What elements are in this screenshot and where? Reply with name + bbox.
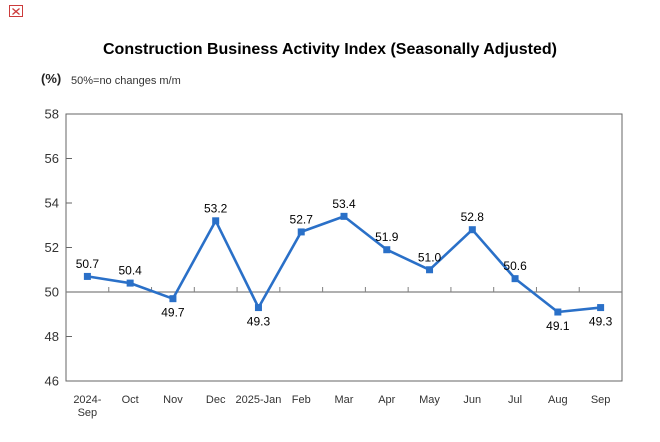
y-axis-unit-label: (%): [41, 71, 62, 86]
data-point-marker: [511, 275, 519, 283]
x-axis-tick-label: Jun: [463, 394, 481, 406]
data-point-marker: [554, 308, 562, 316]
data-point-marker: [340, 212, 348, 220]
data-point-label: 51.0: [418, 250, 442, 264]
data-point-label: 50.4: [118, 264, 142, 278]
x-axis-tick-label: Sep: [591, 394, 611, 406]
x-axis-tick-label: Aug: [548, 394, 568, 406]
x-axis-tick-label: Apr: [378, 394, 395, 406]
data-point-marker: [426, 266, 434, 274]
y-axis-tick-label: 58: [45, 107, 59, 122]
x-axis-tick-label: Oct: [122, 394, 139, 406]
x-axis-tick-label: May: [419, 394, 440, 406]
y-axis-tick-label: 52: [45, 240, 59, 255]
data-point-label: 49.7: [161, 306, 185, 320]
y-axis-tick-label: 46: [45, 374, 59, 389]
x-axis-tick-label: Jul: [508, 394, 522, 406]
data-point-label: 52.8: [461, 210, 485, 224]
data-point-marker: [126, 279, 134, 287]
data-point-marker: [468, 226, 476, 234]
x-axis-tick-label: Mar: [335, 394, 354, 406]
data-point-label: 49.3: [589, 315, 613, 329]
data-point-label: 49.1: [546, 319, 570, 333]
data-point-marker: [297, 228, 305, 236]
y-axis-tick-label: 48: [45, 329, 59, 344]
baseline-note: 50%=no changes m/m: [71, 75, 181, 87]
data-point-label: 50.7: [76, 257, 100, 271]
data-point-marker: [83, 272, 91, 280]
y-axis-tick-label: 54: [45, 196, 59, 211]
x-axis-tick-label: Nov: [163, 394, 183, 406]
data-point-marker: [212, 217, 220, 225]
x-axis-tick-label: Feb: [292, 394, 311, 406]
broken-image-icon: [9, 5, 23, 17]
y-axis-tick-label: 56: [45, 151, 59, 166]
chart-title: Construction Business Activity Index (Se…: [102, 41, 557, 58]
data-point-marker: [597, 304, 605, 312]
x-axis-tick-label: Dec: [206, 394, 226, 406]
x-axis-tick-label: 2025-Jan: [236, 394, 282, 406]
data-point-label: 52.7: [290, 212, 314, 226]
data-point-label: 51.9: [375, 230, 399, 244]
data-point-label: 50.6: [503, 259, 527, 273]
plot-border: [65, 113, 623, 382]
data-point-label: 53.4: [332, 197, 356, 211]
data-point-label: 53.2: [204, 201, 228, 215]
data-point-marker: [169, 295, 177, 303]
x-axis-tick-label: Sep: [78, 407, 98, 419]
data-point-marker: [254, 304, 262, 312]
data-point-marker: [383, 246, 391, 254]
x-axis-tick-label: 2024-: [73, 394, 101, 406]
y-axis-tick-label: 50: [45, 285, 59, 300]
data-point-label: 49.3: [247, 315, 271, 329]
